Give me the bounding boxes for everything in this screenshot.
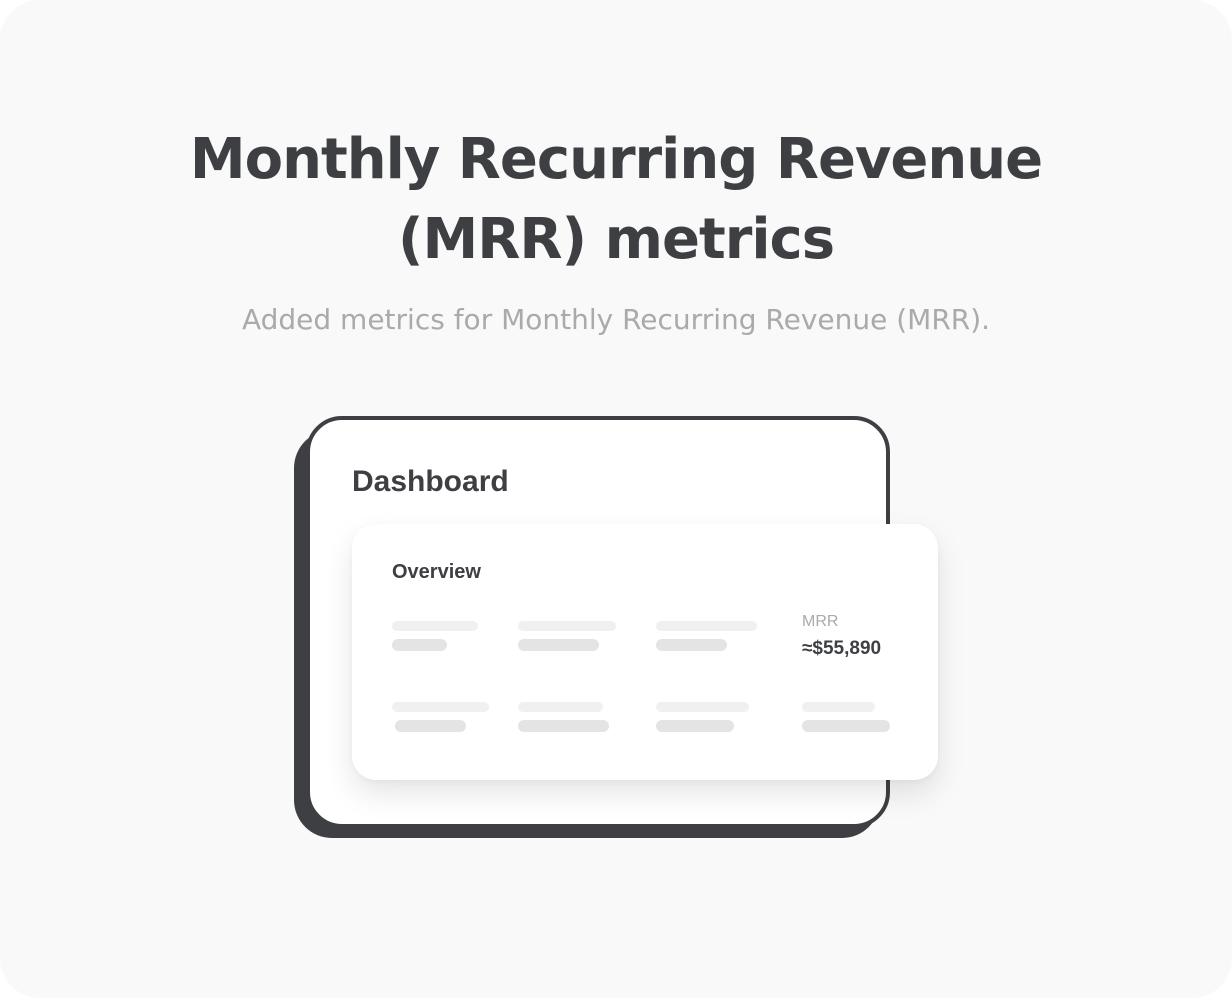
page-title: Monthly Recurring Revenue (MRR) metrics [0, 120, 1232, 280]
placeholder-bar [518, 720, 609, 732]
page-title-line-2: (MRR) metrics [397, 207, 835, 272]
placeholder-bar [392, 702, 489, 712]
placeholder-bar [802, 702, 875, 712]
placeholder-bar [802, 720, 890, 732]
placeholder-bar [518, 639, 599, 651]
page-subtitle: Added metrics for Monthly Recurring Reve… [241, 303, 991, 336]
overview-card: Overview MRR ≈$55,890 [352, 524, 938, 780]
placeholder-bar [656, 720, 734, 732]
placeholder-bar [392, 639, 447, 651]
placeholder-bar [395, 720, 466, 732]
placeholder-bar [518, 702, 603, 712]
placeholder-bar [656, 639, 727, 651]
placeholder-bar [392, 621, 478, 631]
dashboard-title: Dashboard [352, 465, 509, 498]
mrr-value: ≈$55,890 [802, 638, 882, 659]
placeholder-bar [656, 702, 749, 712]
mrr-label: MRR [802, 613, 839, 630]
page-title-line-1: Monthly Recurring Revenue [189, 127, 1043, 192]
overview-title: Overview [392, 561, 481, 583]
placeholder-bar [518, 621, 616, 631]
placeholder-bar [656, 621, 757, 631]
